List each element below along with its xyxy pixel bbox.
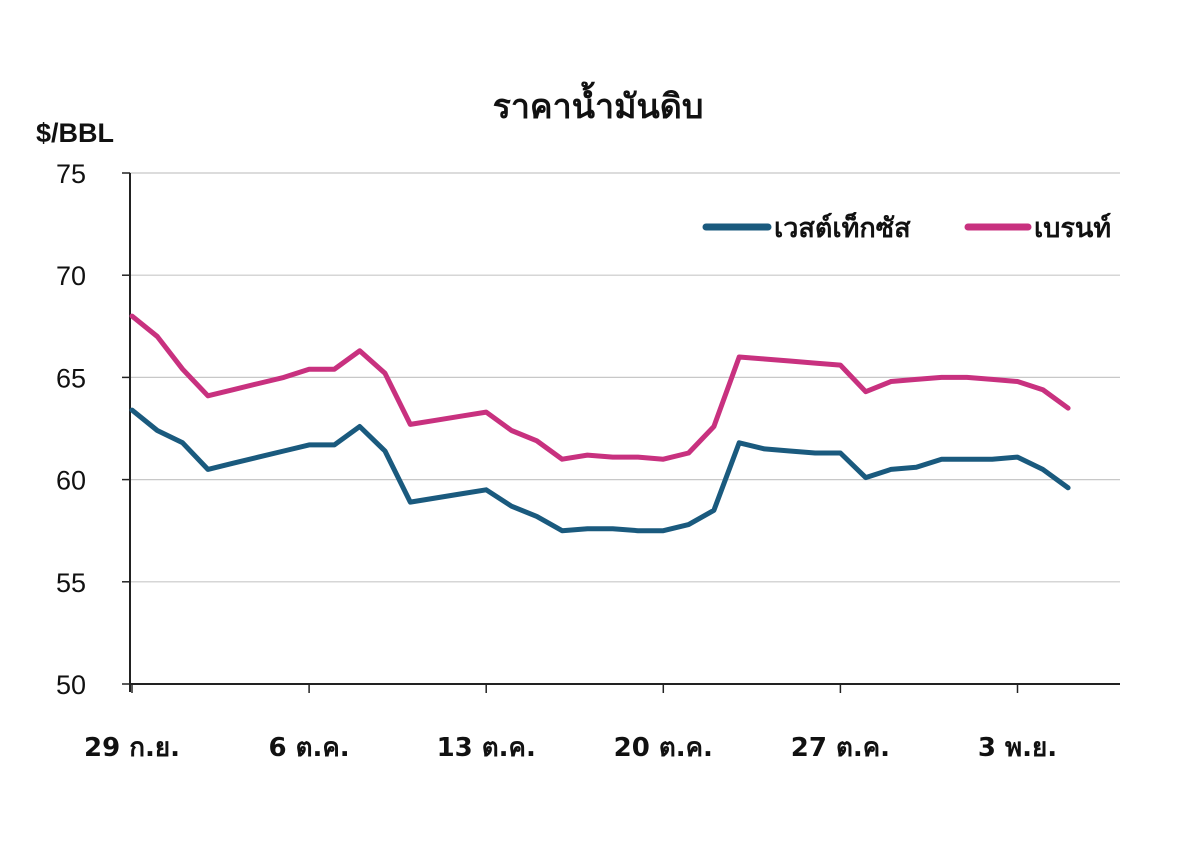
y-axis-ticks: 50 55 60 65 70 75 bbox=[56, 159, 130, 700]
x-tick-label: 13 ต.ค. bbox=[437, 733, 536, 763]
y-tick-label: 65 bbox=[56, 363, 86, 393]
y-axis-unit-label: $/BBL bbox=[36, 118, 114, 148]
x-tick-label: 20 ต.ค. bbox=[614, 733, 713, 763]
axes bbox=[129, 173, 1120, 692]
legend-label-wti: เวสต์เท็กซัส bbox=[774, 210, 911, 244]
x-axis-ticks: 29 ก.ย. 6 ต.ค. 13 ต.ค. 20 ต.ค. 27 ต.ค. 3 พ.ย. bbox=[84, 684, 1057, 763]
legend-label-brent: เบรนท์ bbox=[1034, 212, 1111, 244]
y-tick-label: 75 bbox=[56, 159, 86, 189]
series-lines bbox=[129, 313, 1071, 534]
x-tick-label: 3 พ.ย. bbox=[978, 733, 1057, 763]
x-tick-label: 29 ก.ย. bbox=[84, 733, 180, 763]
series-line-brent bbox=[129, 313, 1071, 462]
y-tick-label: 55 bbox=[56, 568, 86, 598]
chart-title: ราคาน้ำมันดิบ bbox=[493, 81, 704, 127]
y-tick-label: 50 bbox=[56, 670, 86, 700]
y-tick-label: 70 bbox=[56, 261, 86, 291]
series-line-wti bbox=[129, 407, 1071, 534]
x-tick-label: 27 ต.ค. bbox=[791, 733, 890, 763]
legend: เวสต์เท็กซัส เบรนท์ bbox=[702, 210, 1111, 244]
gridlines bbox=[130, 172, 1120, 583]
x-tick-label: 6 ต.ค. bbox=[269, 733, 350, 763]
y-tick-label: 60 bbox=[56, 466, 86, 496]
